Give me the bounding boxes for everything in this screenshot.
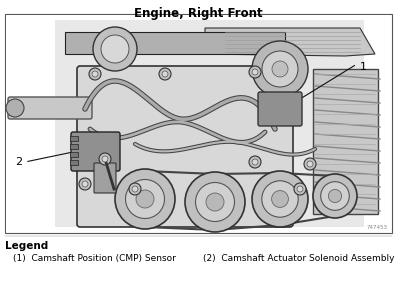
Circle shape	[82, 181, 88, 187]
Circle shape	[162, 71, 168, 77]
FancyBboxPatch shape	[8, 97, 92, 119]
Circle shape	[115, 169, 175, 229]
Circle shape	[252, 69, 258, 75]
FancyBboxPatch shape	[65, 32, 285, 54]
FancyBboxPatch shape	[70, 152, 78, 157]
Circle shape	[159, 68, 171, 80]
Polygon shape	[205, 28, 375, 56]
Text: Legend: Legend	[5, 241, 48, 251]
Circle shape	[79, 178, 91, 190]
Text: Engine, Right Front: Engine, Right Front	[134, 7, 263, 20]
Circle shape	[249, 156, 261, 168]
Circle shape	[132, 186, 138, 192]
Circle shape	[136, 190, 154, 208]
FancyBboxPatch shape	[70, 160, 78, 165]
Circle shape	[92, 71, 98, 77]
FancyBboxPatch shape	[94, 163, 116, 193]
Circle shape	[101, 35, 129, 63]
Text: (1)  Camshaft Position (CMP) Sensor: (1) Camshaft Position (CMP) Sensor	[13, 254, 176, 263]
Circle shape	[304, 158, 316, 170]
Bar	[6, 15, 391, 232]
Circle shape	[89, 68, 101, 80]
Circle shape	[252, 171, 308, 227]
Circle shape	[262, 51, 298, 87]
Circle shape	[185, 172, 245, 232]
Text: (2)  Camshaft Actuator Solenoid Assembly: (2) Camshaft Actuator Solenoid Assembly	[203, 254, 395, 263]
Circle shape	[252, 41, 308, 97]
Circle shape	[272, 190, 288, 207]
Circle shape	[252, 159, 258, 165]
Circle shape	[206, 193, 224, 211]
FancyBboxPatch shape	[258, 92, 302, 126]
Circle shape	[102, 156, 108, 162]
Circle shape	[99, 153, 111, 165]
Text: 747453: 747453	[367, 225, 388, 230]
Text: 1: 1	[360, 62, 367, 72]
Circle shape	[313, 174, 357, 218]
Circle shape	[125, 179, 164, 218]
FancyBboxPatch shape	[77, 66, 293, 227]
Bar	[5, 14, 392, 233]
FancyBboxPatch shape	[55, 20, 364, 227]
Circle shape	[249, 66, 261, 78]
Circle shape	[321, 182, 349, 210]
Circle shape	[294, 183, 306, 195]
Circle shape	[93, 27, 137, 71]
Circle shape	[195, 182, 235, 221]
Text: 2: 2	[15, 157, 22, 167]
FancyBboxPatch shape	[70, 144, 78, 149]
Circle shape	[328, 189, 341, 203]
FancyBboxPatch shape	[70, 136, 78, 141]
FancyBboxPatch shape	[313, 69, 378, 214]
FancyBboxPatch shape	[71, 132, 120, 171]
Circle shape	[307, 161, 313, 167]
Circle shape	[6, 99, 24, 117]
Circle shape	[272, 61, 288, 77]
Circle shape	[297, 186, 303, 192]
Circle shape	[262, 181, 298, 217]
Circle shape	[129, 183, 141, 195]
